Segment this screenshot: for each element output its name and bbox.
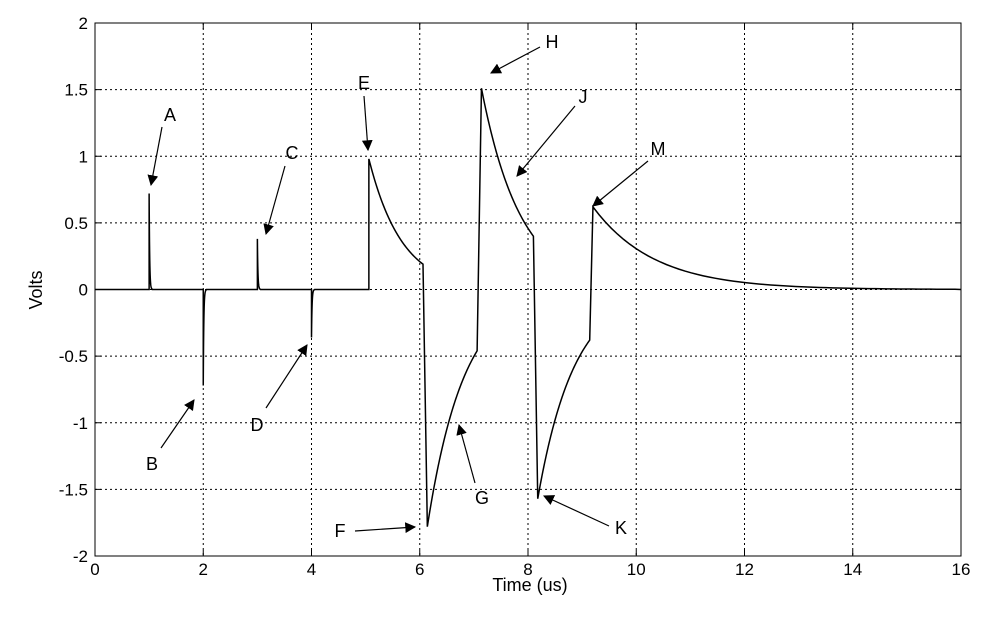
annotation-arrow (456, 423, 476, 484)
x-tick-label: 2 (199, 560, 208, 579)
y-tick-label: 0.5 (64, 214, 88, 233)
annotation-arrow (361, 95, 373, 152)
annotation-label: K (615, 518, 627, 538)
y-tick-label: 0 (79, 281, 88, 300)
annotation-label: C (286, 143, 299, 163)
x-tick-label: 4 (307, 560, 316, 579)
annotation-arrow (543, 495, 610, 527)
x-tick-labels: 0 2 4 6 8 10 12 14 16 (90, 560, 970, 579)
y-axis-title: Volts (26, 270, 46, 309)
annotation-arrow (265, 344, 308, 409)
x-tick-label: 8 (523, 560, 532, 579)
y-tick-label: 2 (79, 14, 88, 33)
annotation-label: J (579, 87, 588, 107)
y-tick-label: -2 (73, 547, 88, 566)
annotation-arrow (490, 46, 541, 74)
x-tick-label: 10 (627, 560, 646, 579)
y-tick-labels: -2 -1.5 -1 -0.5 0 0.5 1 1.5 2 (59, 14, 88, 566)
y-tick-label: 1 (79, 147, 88, 166)
annotation-label: M (651, 139, 666, 159)
annotation-label: H (546, 32, 559, 52)
annotation-label: F (335, 521, 346, 541)
annotation-label: B (146, 454, 158, 474)
annotation-arrow (516, 105, 576, 177)
annotations: A B C D E F G H J K M (146, 32, 666, 541)
annotation-label: E (358, 73, 370, 93)
annotation-arrow (354, 522, 417, 534)
ticks (94, 22, 962, 557)
x-axis-title: Time (us) (492, 575, 567, 595)
x-tick-label: 12 (735, 560, 754, 579)
annotation-label: G (475, 488, 489, 508)
signal-line (95, 88, 962, 527)
annotation-arrow (147, 126, 163, 187)
y-tick-label: -1 (73, 414, 88, 433)
x-tick-label: 6 (415, 560, 424, 579)
y-tick-label: -0.5 (59, 347, 88, 366)
y-tick-label: -1.5 (59, 480, 88, 499)
y-tick-label: 1.5 (64, 81, 88, 100)
annotation-arrow (592, 160, 649, 207)
grid (95, 23, 961, 556)
x-tick-label: 0 (90, 560, 99, 579)
x-tick-label: 16 (952, 560, 971, 579)
x-tick-label: 14 (843, 560, 862, 579)
annotation-label: A (164, 105, 176, 125)
annotation-arrow (263, 165, 286, 236)
annotation-arrow (160, 399, 195, 449)
annotation-label: D (251, 415, 264, 435)
